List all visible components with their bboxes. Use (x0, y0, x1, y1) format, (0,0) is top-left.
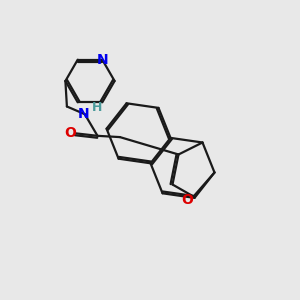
Text: N: N (97, 53, 108, 67)
Text: H: H (92, 101, 103, 114)
Text: O: O (64, 126, 76, 140)
Text: N: N (77, 107, 89, 121)
Text: O: O (182, 193, 194, 206)
